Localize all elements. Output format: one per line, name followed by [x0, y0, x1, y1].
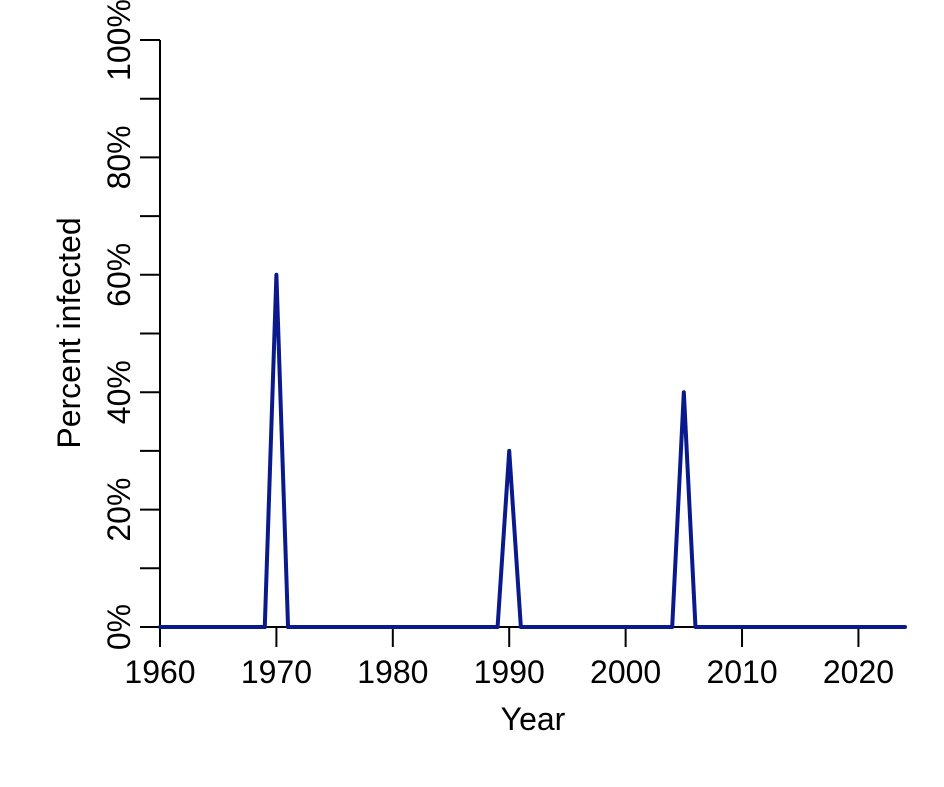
y-tick-label: 60%: [101, 243, 137, 307]
x-tick-label: 2020: [823, 654, 894, 690]
y-tick-label: 0%: [101, 604, 137, 650]
x-tick-label: 1980: [357, 654, 428, 690]
x-axis-label: Year: [501, 701, 566, 737]
y-axis: 0% 20% 40% 60% 80% 100%: [101, 0, 161, 650]
y-tick-label: 80%: [101, 125, 137, 189]
x-axis: 1960 1970 1980 1990 2000 2010 2020: [124, 626, 905, 690]
y-tick-label: 100%: [101, 0, 137, 81]
x-tick-label: 1990: [474, 654, 545, 690]
y-tick-label: 20%: [101, 478, 137, 542]
x-tick-label: 1960: [124, 654, 195, 690]
x-tick-label: 1970: [241, 654, 312, 690]
x-tick-label: 2010: [706, 654, 777, 690]
y-tick-label: 40%: [101, 360, 137, 424]
y-axis-label: Percent infected: [51, 217, 87, 448]
x-tick-label: 2000: [590, 654, 661, 690]
plot-area: [158, 272, 907, 629]
series-line: [158, 272, 907, 629]
